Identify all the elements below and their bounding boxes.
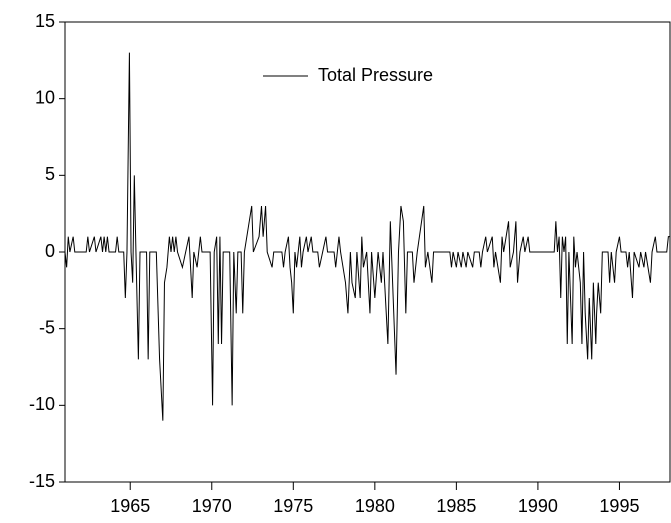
- y-tick-label: 0: [45, 241, 55, 261]
- y-tick-label: 10: [35, 87, 55, 107]
- y-tick-label: -5: [39, 317, 55, 337]
- x-tick-label: 1975: [273, 496, 313, 516]
- y-tick-label: 15: [35, 11, 55, 31]
- x-tick-label: 1990: [518, 496, 558, 516]
- y-tick-label: -10: [29, 394, 55, 414]
- legend-label: Total Pressure: [318, 65, 433, 85]
- y-tick-label: 5: [45, 164, 55, 184]
- x-tick-label: 1995: [599, 496, 639, 516]
- x-tick-label: 1985: [436, 496, 476, 516]
- series-line: [64, 52, 670, 421]
- y-tick-label: -15: [29, 471, 55, 491]
- x-tick-label: 1970: [192, 496, 232, 516]
- x-tick-label: 1980: [355, 496, 395, 516]
- x-tick-label: 1965: [110, 496, 150, 516]
